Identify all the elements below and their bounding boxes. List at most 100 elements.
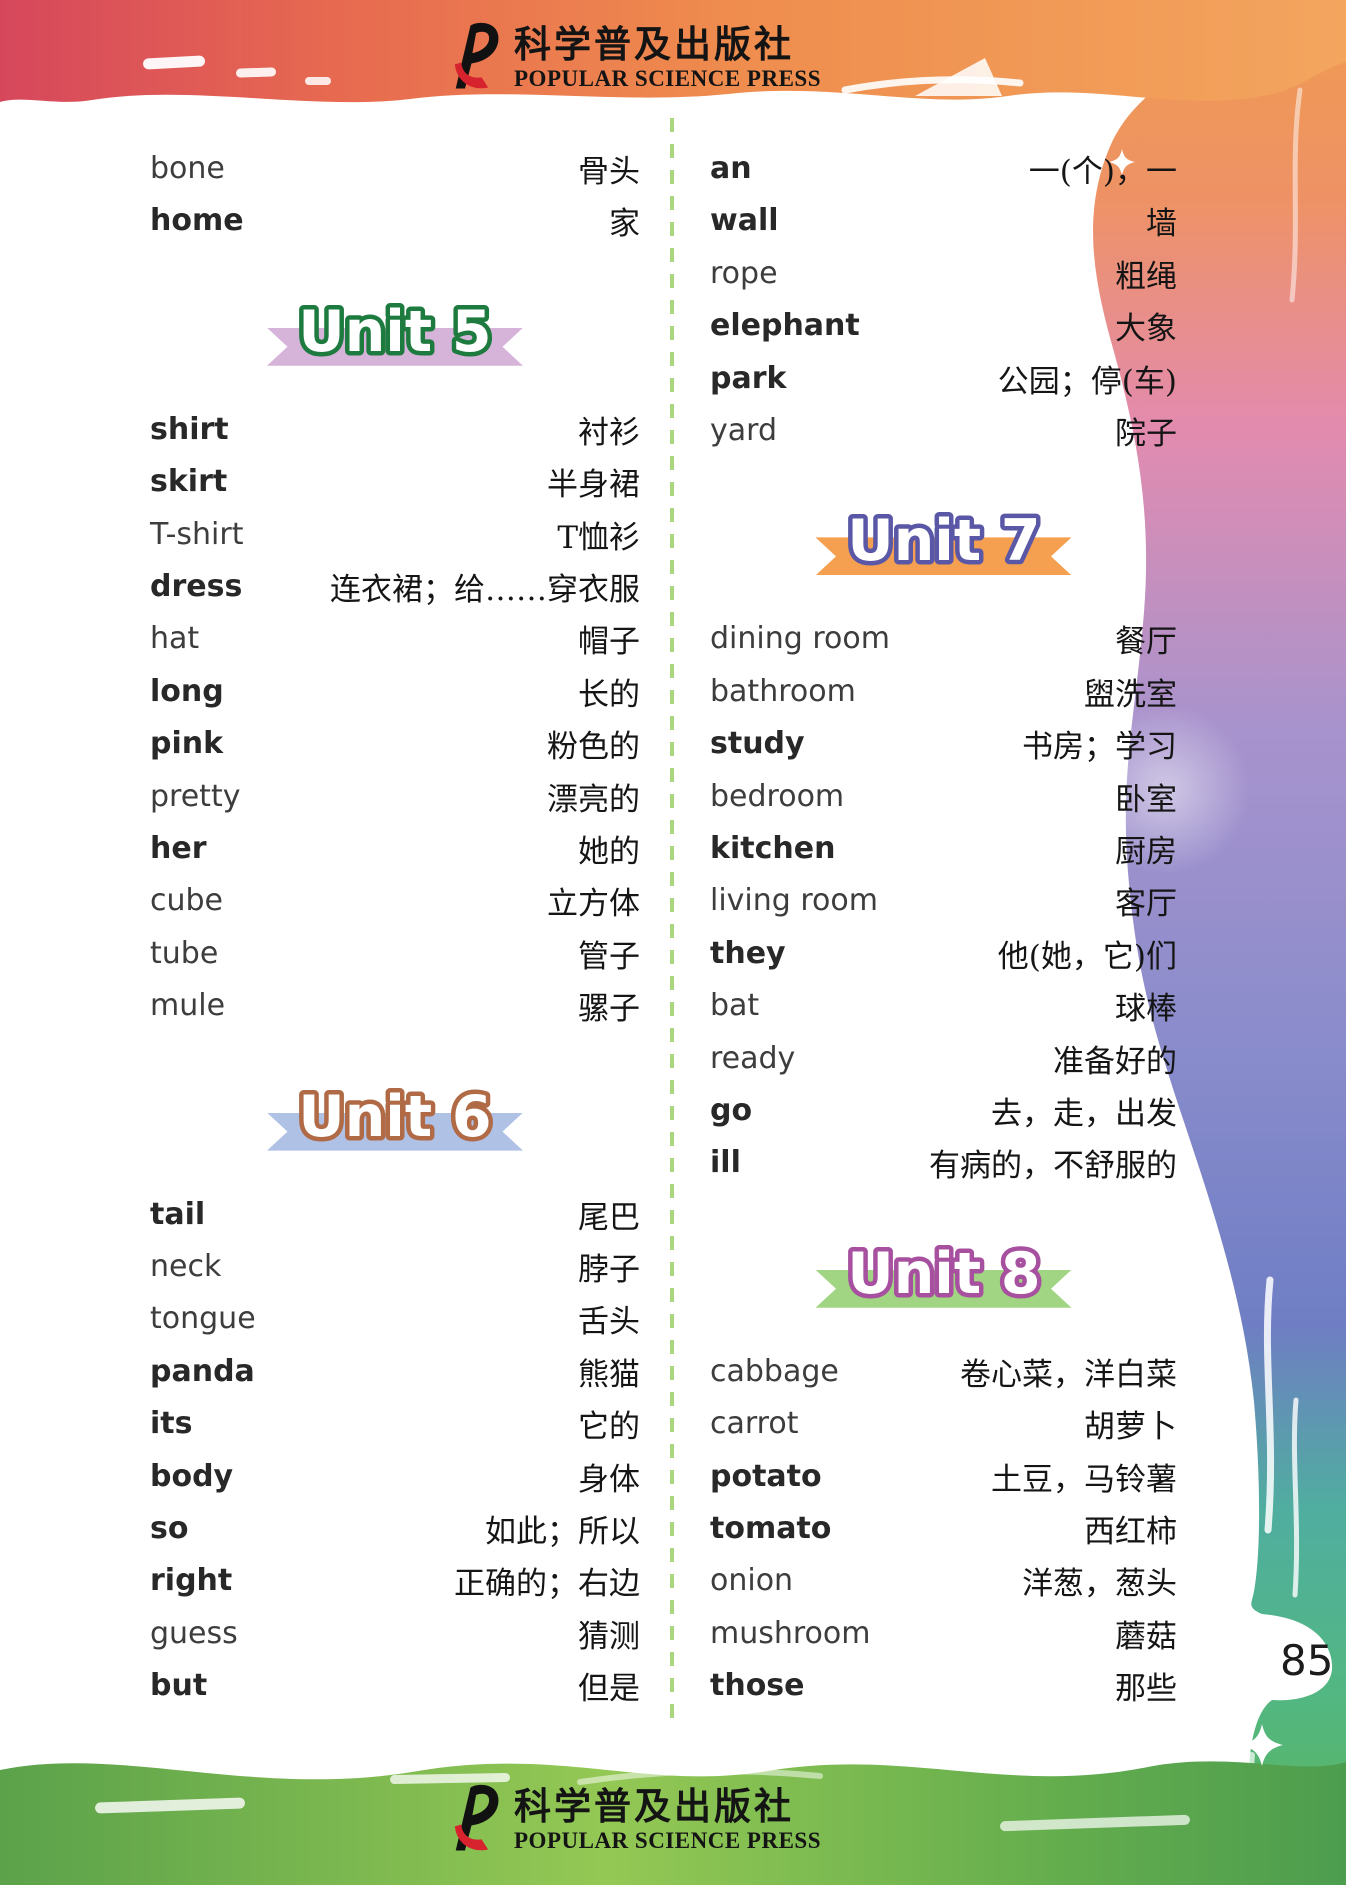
unit-ribbon [815, 1269, 1072, 1308]
footer-white-mark [577, 1768, 823, 1785]
vocab-row: go 去，走，出发 [710, 1084, 1177, 1137]
publisher-logo-header: 科学普及出版社 POPULAR SCIENCE PRESS [452, 20, 821, 94]
vocab-word-zh: 粗绳 [1115, 258, 1177, 295]
header-white-mark [236, 67, 277, 78]
vocab-row: tail 尾巴 [150, 1188, 640, 1241]
svg-text:Unit 7: Unit 7 [847, 508, 1040, 574]
vocab-word-zh: 它的 [578, 1409, 640, 1446]
vocab-row: pink 粉色的 [150, 717, 640, 770]
vocab-word-en: an [710, 151, 752, 186]
vocab-word-zh: 帽子 [578, 624, 640, 661]
vocab-row: elephant 大象 [710, 299, 1177, 352]
vocab-word-en: tomato [710, 1511, 832, 1546]
publisher-name-en: POPULAR SCIENCE PRESS [514, 65, 821, 91]
vocab-word-en: her [150, 831, 207, 866]
vocab-row: kitchen 厨房 [710, 822, 1177, 875]
page-number: 85 [1280, 1636, 1334, 1685]
vocab-row: bathroom 盥洗室 [710, 665, 1177, 718]
unit-title: Unit 6 [294, 1079, 496, 1154]
vocab-word-zh: 胡萝卜 [1084, 1409, 1177, 1446]
vocab-word-en: but [150, 1668, 208, 1704]
border-streak [1291, 1397, 1300, 1598]
vocab-word-zh: 餐厅 [1115, 624, 1177, 661]
vocab-row: shirt 衬衫 [150, 403, 640, 456]
vocab-row: onion 洋葱，葱头 [710, 1554, 1177, 1607]
vocab-word-en: carrot [710, 1406, 799, 1442]
vocab-word-zh: 有病的，不舒服的 [929, 1148, 1177, 1185]
vocab-word-en: panda [150, 1353, 255, 1389]
publisher-name-zh: 科学普及出版社 [514, 1783, 794, 1828]
vocab-word-zh: 长的 [578, 676, 640, 713]
vocab-word-zh: 漂亮的 [547, 781, 640, 818]
vocab-row: cabbage 卷心菜，洋白菜 [710, 1345, 1177, 1398]
vocab-word-zh: 卧室 [1115, 781, 1177, 818]
vocab-word-zh: 她的 [578, 834, 640, 870]
vocab-word-en: ready [710, 1040, 796, 1076]
vocab-row: an 一(个)，一 [710, 142, 1177, 195]
vocab-word-zh: 连衣裙；给……穿衣服 [330, 572, 640, 608]
vocab-word-zh: 骨头 [578, 154, 640, 190]
vocab-word-zh: 但是 [578, 1671, 640, 1708]
publisher-name-en: POPULAR SCIENCE PRESS [514, 1827, 821, 1853]
unit-banner-unit-6: Unit 6 [150, 1032, 640, 1188]
header-white-mark [143, 55, 205, 70]
header-white-mark [841, 76, 1024, 94]
vocab-word-zh: 他(她，它)们 [997, 938, 1177, 975]
vocab-word-en: rope [710, 255, 778, 291]
vocab-word-zh: 卷心菜，洋白菜 [960, 1356, 1177, 1393]
vocab-row: its 它的 [150, 1397, 640, 1450]
unit-ribbon [267, 327, 523, 366]
vocab-word-en: dining room [710, 621, 890, 657]
vocab-word-en: cabbage [710, 1353, 839, 1389]
vocab-row: bone 骨头 [150, 142, 640, 195]
header-white-mark [915, 58, 1002, 96]
vocab-row: hat 帽子 [150, 612, 640, 665]
vocab-word-en: kitchen [710, 831, 836, 866]
vocab-row: dining room 餐厅 [710, 612, 1177, 665]
vocab-word-en: tongue [150, 1301, 256, 1337]
vocab-word-en: so [150, 1511, 189, 1546]
vocab-word-zh: 家 [609, 206, 640, 243]
vocab-word-zh: 准备好的 [1053, 1043, 1177, 1080]
vocab-word-zh: 院子 [1115, 416, 1177, 452]
vocab-word-en: body [150, 1458, 234, 1494]
vocab-row: carrot 胡萝卜 [710, 1397, 1177, 1450]
vocab-word-zh: 盥洗室 [1084, 676, 1177, 713]
border-streak [1263, 1276, 1275, 1534]
footer-brush [0, 1761, 1346, 1885]
vocab-row: right 正确的；右边 [150, 1554, 640, 1607]
vocab-row: her 她的 [150, 822, 640, 875]
vocab-word-zh: T恤衫 [557, 519, 640, 556]
vocab-word-en: ill [710, 1145, 741, 1181]
vocab-word-zh: 衬衫 [578, 414, 640, 451]
vocab-word-zh: 西红柿 [1084, 1514, 1177, 1550]
vocab-row: but 但是 [150, 1659, 640, 1712]
vocab-word-en: its [150, 1406, 193, 1442]
vocab-word-en: bathroom [710, 673, 856, 709]
vocab-word-zh: 如此；所以 [485, 1514, 640, 1550]
vocab-column-right: an 一(个)，一 wall 墙 rope 粗绳 elephant 大象 park 公园；停(车)… [710, 0, 1177, 1885]
vocab-row: tube 管子 [150, 927, 640, 980]
vocab-word-zh: 粉色的 [547, 729, 640, 766]
vocab-word-zh: 立方体 [547, 886, 640, 923]
vocab-word-en: dress [150, 569, 243, 604]
vocab-word-zh: 一(个)，一 [1028, 154, 1177, 190]
vocab-word-zh: 公园；停(车) [997, 363, 1177, 400]
vocab-word-en: skirt [150, 464, 228, 500]
vocab-word-en: bat [710, 988, 760, 1024]
vocab-row: long 长的 [150, 665, 640, 718]
unit-banner-unit-5: Unit 5 [150, 247, 640, 403]
vocab-word-en: pretty [150, 778, 241, 814]
vocab-word-zh: 土豆，马铃薯 [991, 1461, 1177, 1498]
sparkle-icon [1241, 1724, 1283, 1766]
vocab-word-zh: 舌头 [578, 1304, 640, 1341]
vocab-row: cube 立方体 [150, 874, 640, 927]
vocab-word-zh: 大象 [1115, 311, 1177, 348]
unit-banner-unit-7: Unit 7 [710, 456, 1177, 612]
right-border-brush [1093, 15, 1346, 1885]
vocab-row: pretty 漂亮的 [150, 770, 640, 823]
vocab-word-en: neck [150, 1249, 222, 1284]
vocab-row: neck 脖子 [150, 1240, 640, 1293]
vocab-row: tongue 舌头 [150, 1292, 640, 1345]
vocab-word-zh: 洋葱，葱头 [1022, 1566, 1177, 1603]
